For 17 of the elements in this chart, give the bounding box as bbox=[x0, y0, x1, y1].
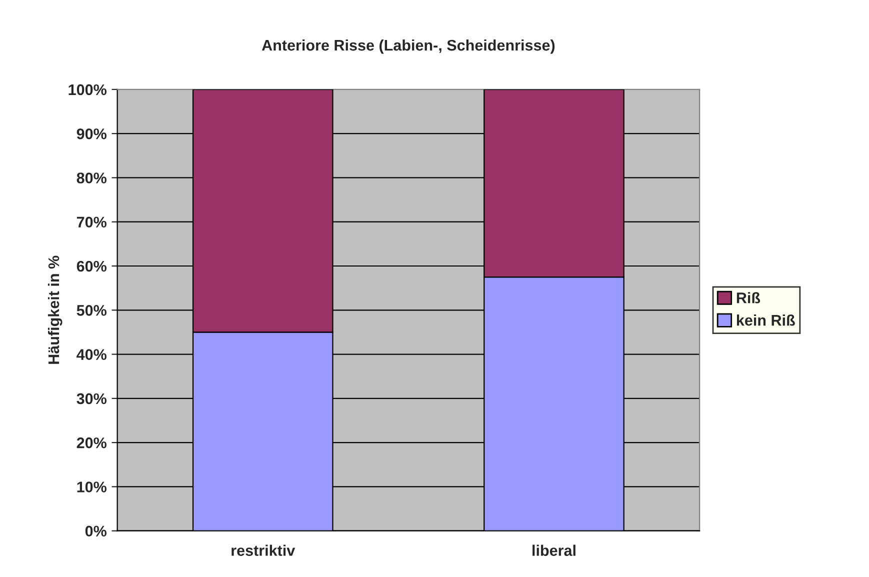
y-tick-label: 0% bbox=[85, 526, 106, 537]
y-tick-label: 40% bbox=[76, 349, 106, 360]
y-axis-title: Häufigkeit in % bbox=[48, 256, 62, 364]
chart-title: Anteriore Risse (Labien-, Scheidenrisse) bbox=[262, 39, 555, 54]
legend-label: kein Riß bbox=[736, 314, 795, 326]
x-tick-label: restriktiv bbox=[232, 544, 296, 556]
y-tick-label: 90% bbox=[76, 128, 106, 140]
y-tick-label: 100% bbox=[68, 84, 106, 96]
y-tick-label: 70% bbox=[76, 216, 106, 228]
y-tick-label: 50% bbox=[76, 305, 106, 316]
y-tick-label: 10% bbox=[77, 482, 106, 492]
y-tick-label: 30% bbox=[76, 393, 106, 404]
y-tick-label: 60% bbox=[76, 260, 106, 272]
legend-label: Riß bbox=[736, 292, 760, 304]
y-tick-label: 20% bbox=[76, 437, 106, 448]
y-tick-label: 80% bbox=[76, 172, 106, 184]
x-tick-label: liberal bbox=[532, 544, 576, 556]
